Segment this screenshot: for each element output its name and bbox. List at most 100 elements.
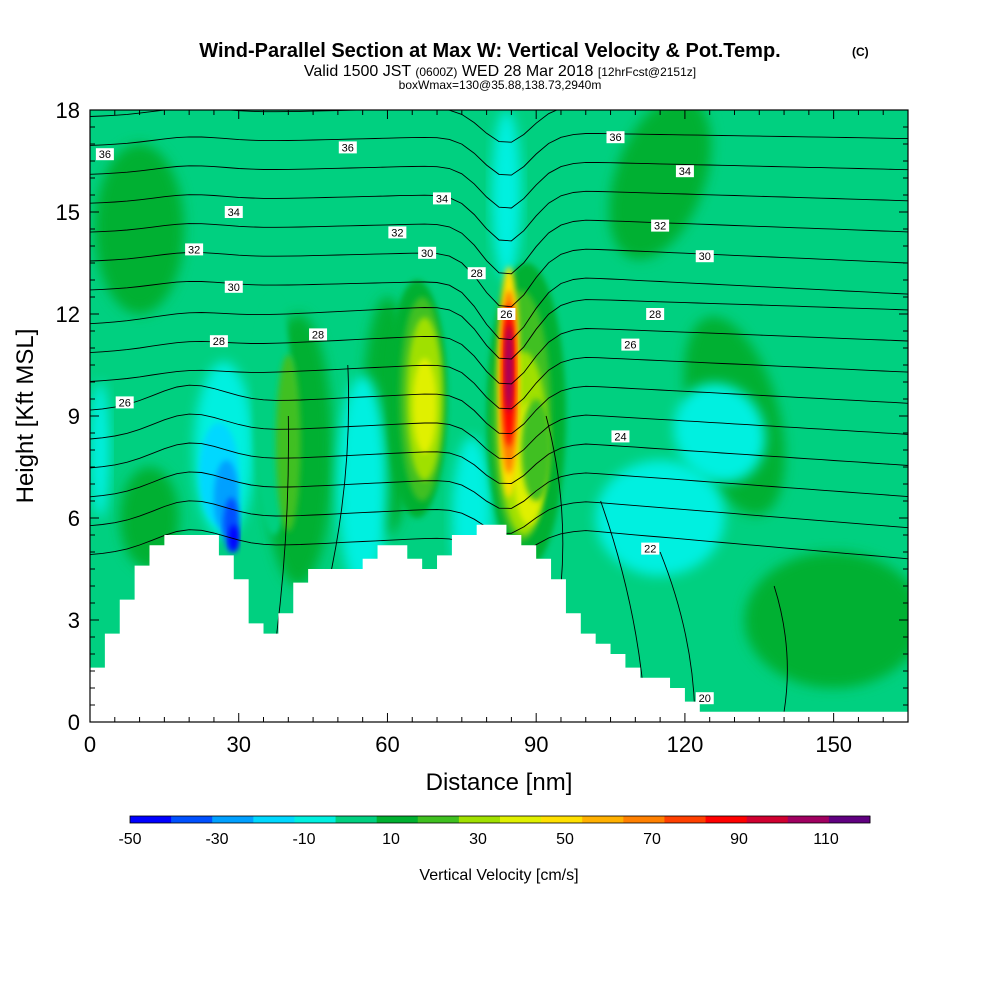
contour-label-text: 26 [500,309,512,321]
plot-area: 36 36 36 34 34 34 32 32 32 30 30 30 28 28 28 28 26 26 26 24… [90,110,908,722]
isentrope [90,190,908,242]
contour-label-bg [646,308,665,320]
contour-label-text: 30 [699,251,711,263]
box-info: boxWmax=130@35.88,138.73,2940m [399,78,602,92]
contour-label-text: 36 [609,132,621,144]
y-tick-label: 3 [68,608,80,633]
x-tick-label: 150 [815,732,852,757]
colorbar-swatch [376,816,419,823]
contour-label-bg [432,192,451,205]
contour-label-bg [641,542,660,555]
isentrope [90,413,908,460]
contour-label-text: 36 [342,142,354,154]
contour-label-bg [418,246,437,259]
velocity-cell [504,324,513,413]
contour-label: 28 [646,308,665,321]
contour-label-bg [497,308,516,320]
contour-label-text: 34 [228,207,240,219]
isentrope [90,248,908,308]
isentrope [545,415,564,587]
contour-label: 32 [388,226,407,239]
isentrope [90,442,908,484]
colorbar-tick-label: 110 [813,831,839,848]
x-tick-label: 90 [524,732,548,757]
contour-label-bg [309,328,328,341]
colorbar-swatch [417,816,460,823]
contour-label-bg [651,219,670,232]
isentrope [659,551,696,712]
contour-label-text: 28 [213,336,225,348]
contour-label-text: 32 [188,244,200,256]
colorbar-tick-label: -10 [292,831,315,848]
colorbar-swatch [541,816,583,823]
contour-label-text: 32 [391,227,403,239]
terrain [90,524,908,722]
contour-label: 36 [95,148,114,161]
contour-label: 22 [641,542,660,556]
isentrope [90,299,908,360]
isentrope [90,356,908,410]
colorbar-tick-labels: -50 -30 -10 10 30 50 70 90 110 [118,831,838,848]
contour-label-bg [467,267,486,280]
contour-label: 34 [432,192,451,205]
velocity-cell [673,383,766,483]
contour-label: 28 [467,267,486,280]
contour-label-bg [695,692,714,705]
contour-label-text: 32 [654,221,666,233]
velocity-field [90,110,908,688]
contour-label: 32 [651,219,670,233]
contour-label-bg [185,243,204,256]
colorbar-frame [129,815,871,824]
colorbar-swatch [664,816,707,823]
velocity-cell [744,552,908,688]
isentrope [773,585,788,712]
contour-label-text: 24 [614,431,626,443]
contour-label: 34 [675,165,694,178]
x-tick-label: 0 [84,732,96,757]
velocity-cell [609,110,712,260]
x-tick-label: 60 [375,732,399,757]
colorbar-tick-label: 50 [556,831,574,848]
colorbar-label: Vertical Velocity [cm/s] [419,867,578,884]
contour-label-bg [224,280,243,293]
forecast-info: [12hrFcst@2151z] [598,65,696,79]
contour-label-bg [115,396,134,409]
colorbar-tick-label: 90 [730,831,748,848]
contour-label: 26 [115,396,134,409]
copyright-mark: (C) [852,45,869,59]
contour-label: 20 [695,692,714,705]
contour-label-bg [209,335,228,348]
x-axis-label: Distance [nm] [426,769,573,796]
isentrope [90,161,908,209]
colorbar-swatch [253,816,295,823]
contour-label: 30 [224,280,243,294]
contour-label-text: 28 [471,268,483,280]
x-tick-label: 30 [226,732,250,757]
velocity-cell [412,358,437,454]
colorbar-swatch [294,816,337,823]
contour-label-bg [675,165,694,178]
colorbar-swatches [130,816,871,823]
axis-ticks [89,109,909,723]
colorbar-tick-label: 10 [382,831,400,848]
colorbar-swatch [335,816,378,823]
isentrope [90,471,908,509]
colorbar-tick-label: 70 [643,831,661,848]
isentrope [90,219,908,275]
contour-label: 32 [185,243,204,256]
y-tick-label: 15 [56,200,80,225]
contour-label: 24 [611,430,630,443]
y-tick-label: 9 [68,404,80,429]
potential-temperature-contours [90,110,908,722]
contour-label-text: 26 [624,340,636,352]
contour-label-bg [606,131,625,144]
y-tick-label: 0 [68,710,80,735]
colorbar-swatch [130,816,172,823]
colorbar-swatch [171,816,213,823]
isentrope [327,364,350,587]
contour-label-bg [621,338,640,351]
isentrope [90,384,908,435]
contour-label-text: 34 [436,193,448,205]
contour-label-text: 36 [99,149,111,161]
colorbar-swatch [458,816,501,823]
